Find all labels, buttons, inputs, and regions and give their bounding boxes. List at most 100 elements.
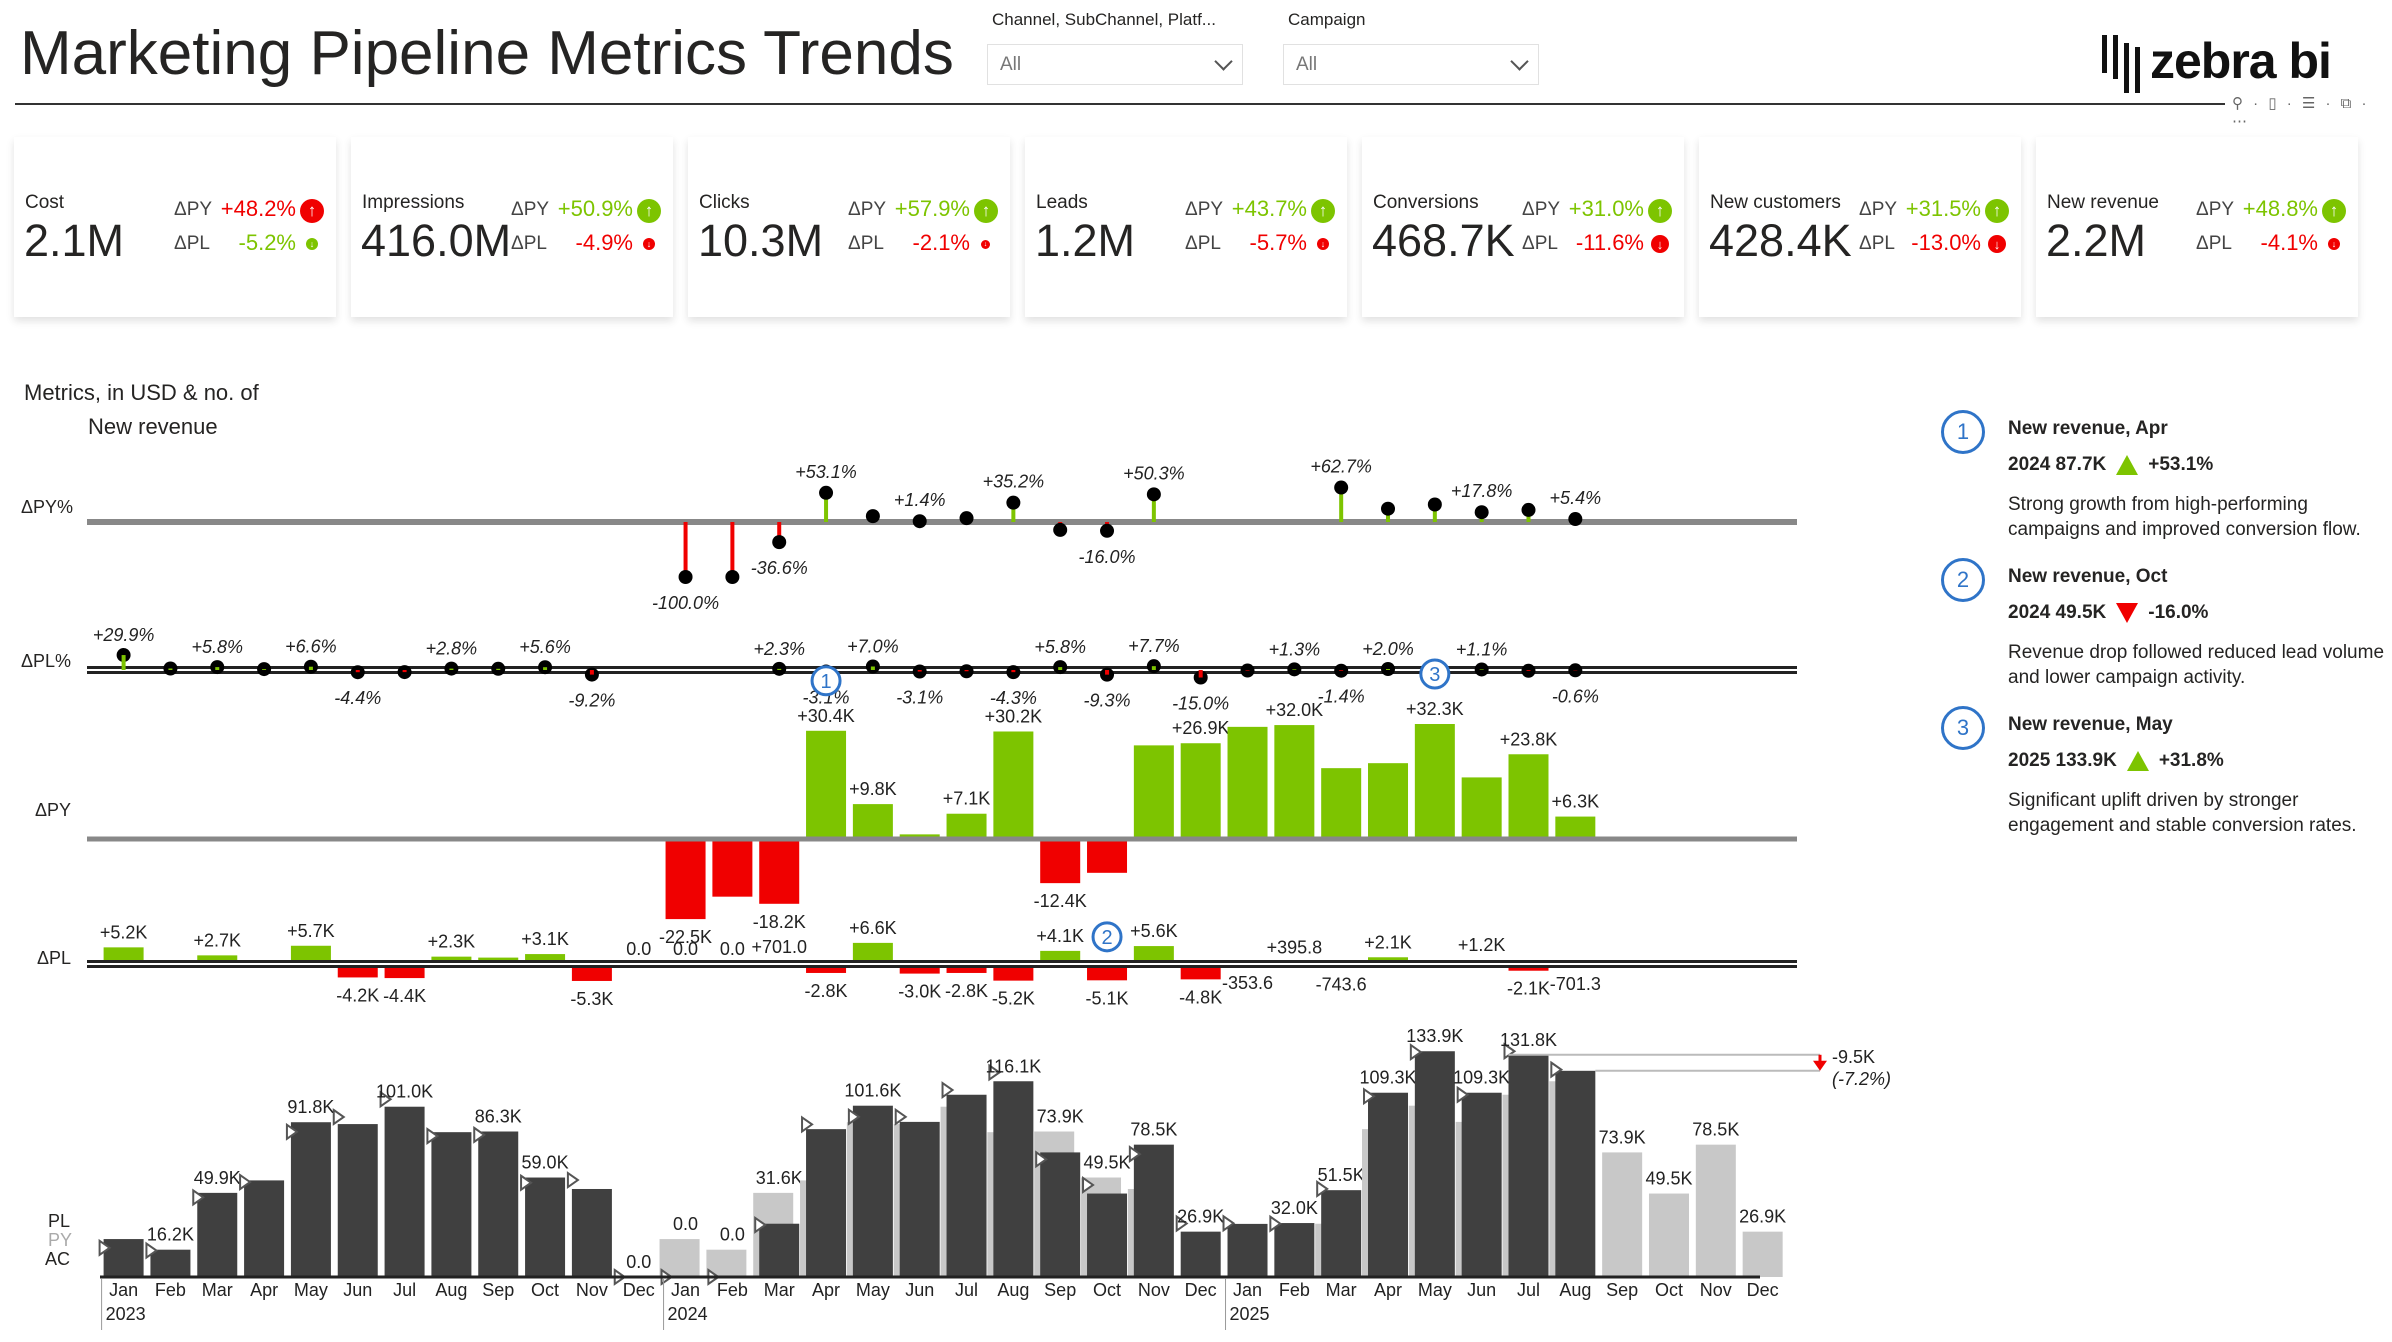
dpl-pct-label: -3.1% <box>803 688 850 708</box>
month-label: Jan <box>1233 1280 1262 1300</box>
value-label: 26.9K <box>1177 1207 1224 1227</box>
dpy-bar <box>1321 768 1362 839</box>
arrow-down-circle-icon: ↓ <box>981 239 990 249</box>
dpl-bar-label: +2.1K <box>1364 932 1412 952</box>
value-label: 109.3K <box>1359 1068 1416 1088</box>
arrow-down-circle-icon: ↓ <box>1651 235 1669 253</box>
note-value: 2024 49.5K <box>2008 602 2107 623</box>
kpi-card-impressions[interactable]: Impressions 416.0M ΔPY +50.9% ↑ ΔPL -4.9… <box>351 137 673 317</box>
pl-marker-triangle <box>473 1125 486 1144</box>
dpy-pct-dot <box>1381 501 1396 516</box>
kpi-dpy-value: +48.2% <box>220 196 296 221</box>
dpy-pct-dot <box>912 514 927 529</box>
kpi-dpl-label: ΔPL <box>2196 233 2232 254</box>
dpl-pct-label: -4.4% <box>334 688 381 708</box>
dpy-pct-dot <box>819 485 834 500</box>
month-label: Aug <box>435 1280 467 1300</box>
dpy-bar-label: +32.0K <box>1266 700 1324 720</box>
zebra-bi-logo: zebra bi <box>2102 32 2332 93</box>
month-label: Sep <box>482 1280 514 1300</box>
kpi-dpy-label: ΔPY <box>2196 199 2235 220</box>
ac-bar <box>1508 1054 1549 1277</box>
month-label: Feb <box>155 1280 186 1300</box>
kpi-dpl-value: -13.0% <box>1911 230 1981 255</box>
kpi-card-clicks[interactable]: Clicks 10.3M ΔPY +57.9% ↑ ΔPL -2.1% ↓ <box>688 137 1010 317</box>
kpi-card-new-revenue[interactable]: New revenue 2.2M ΔPY +48.8% ↑ ΔPL -4.1% … <box>2036 137 2358 317</box>
note-delta: +31.8% <box>2158 750 2224 771</box>
pl-marker-triangle <box>98 1238 112 1257</box>
kpi-dpy-value: +31.0% <box>1568 196 1644 221</box>
ac-bar <box>1555 1070 1596 1277</box>
annotation-marker-number: 3 <box>1429 664 1440 686</box>
kpi-card-cost[interactable]: Cost 2.1M ΔPY +48.2% ↑ ΔPL -5.2% ↓ <box>14 137 336 317</box>
value-label: 91.8K <box>287 1097 334 1117</box>
pl-marker-triangle <box>1082 1176 1095 1194</box>
ac-bar <box>103 1239 144 1277</box>
triangle-up-icon <box>2126 751 2149 771</box>
annotation-marker <box>1091 921 1123 953</box>
pl-marker-triangle <box>988 1063 1002 1082</box>
kpi-card-new-customers[interactable]: New customers 428.4K ΔPY +31.5% ↑ ΔPL -1… <box>1699 137 2021 317</box>
campaign-slicer-label: Campaign <box>1288 10 1366 29</box>
ac-bar <box>806 1129 847 1277</box>
dpl-pct-label: -0.6% <box>1552 686 1599 706</box>
ac-bar <box>290 1122 331 1277</box>
dpy-pct-dot <box>1427 497 1442 512</box>
ac-bar <box>337 1124 378 1277</box>
kpi-card-conversions[interactable]: Conversions 468.7K ΔPY +31.0% ↑ ΔPL -11.… <box>1362 137 1684 317</box>
month-label: Dec <box>1747 1280 1779 1300</box>
note-number-badge: 1 <box>1941 410 1985 454</box>
pl-marker-triangle <box>801 1115 814 1134</box>
ac-bar <box>946 1094 987 1277</box>
note-value: 2024 87.7K <box>2008 454 2107 475</box>
kpi-label: Impressions <box>362 192 465 213</box>
dpl-pct-label: -9.3% <box>1084 691 1131 711</box>
month-label: Jun <box>1467 1280 1496 1300</box>
ac-bar <box>525 1177 566 1277</box>
pl-marker-triangle <box>332 1108 346 1126</box>
dpl-bar-label: -4.8K <box>1179 987 1222 1007</box>
dpl-bar-label: +5.7K <box>287 921 335 941</box>
kpi-dpl-value: -11.6% <box>1575 230 1644 255</box>
kpi-card-leads[interactable]: Leads 1.2M ΔPY +43.7% ↑ ΔPL -5.7% ↓ <box>1025 137 1347 317</box>
dpl-pct-label: -15.0% <box>1172 694 1229 714</box>
ac-bar <box>1368 1092 1409 1277</box>
ac-bar <box>993 1081 1034 1277</box>
pl-marker-triangle <box>1550 1060 1564 1079</box>
campaign-slicer-dropdown[interactable]: All <box>1283 44 1539 85</box>
kpi-label: Conversions <box>1373 192 1479 213</box>
pl-marker-triangle <box>1035 1150 1048 1169</box>
visual-header-toolbar[interactable]: ⚲ · ▯ · ☰ · ⧉ · ⋯ <box>2232 95 2370 130</box>
pl-marker-triangle <box>566 1171 580 1189</box>
dpl-bar-label: -701.3 <box>1550 974 1601 994</box>
dpy-bar <box>1461 777 1502 839</box>
dpy-pct-label: +35.2% <box>983 472 1045 492</box>
dpl-axis-gap <box>87 963 1797 965</box>
pl-marker-triangle <box>145 1241 159 1260</box>
pl-forecast-bar <box>1602 1152 1643 1277</box>
note-title: New revenue, Oct <box>2008 566 2168 587</box>
value-label: 101.6K <box>844 1081 901 1101</box>
kpi-value: 1.2M <box>1035 215 1136 266</box>
dpl-pct-label: -4.3% <box>990 688 1037 708</box>
dpy-pct-dot <box>1053 522 1068 537</box>
dpl-bar <box>899 964 940 974</box>
channel-slicer-dropdown[interactable]: All <box>987 44 1243 85</box>
value-label: 0.0 <box>720 1225 745 1245</box>
dpy-pct-label: +53.1% <box>795 462 857 482</box>
row-label-dpl-pct: ΔPL% <box>21 651 72 671</box>
value-label: 116.1K <box>986 1056 1042 1076</box>
dpy-bar <box>852 804 893 839</box>
value-label: 86.3K <box>475 1106 522 1126</box>
value-label: 49.5K <box>1645 1169 1692 1189</box>
dpl-bar-label: +5.2K <box>100 922 148 942</box>
kpi-dpy-value: +57.9% <box>894 196 970 221</box>
pl-forecast-bar <box>1695 1144 1736 1277</box>
month-label: Jul <box>393 1280 416 1300</box>
kpi-value: 416.0M <box>361 215 512 266</box>
pl-marker-triangle <box>941 1081 955 1099</box>
ac-bar <box>1274 1223 1315 1277</box>
dpl-bar-label: -5.2K <box>992 989 1035 1009</box>
value-label: 31.6K <box>756 1168 803 1188</box>
note-number-badge: 3 <box>1941 706 1985 750</box>
